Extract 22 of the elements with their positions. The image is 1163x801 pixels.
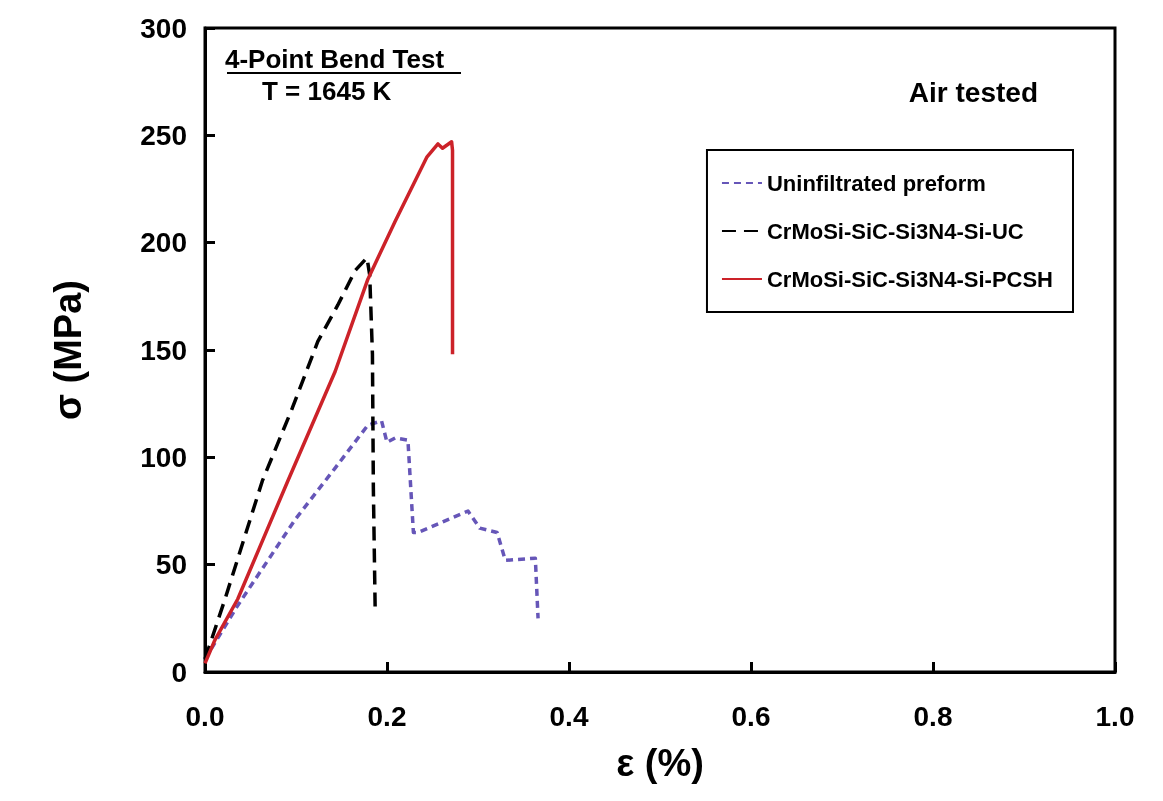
x-axis-title: ε (%) <box>616 742 704 784</box>
x-tick-label: 0.4 <box>549 700 589 732</box>
legend-label: Uninfiltrated preform <box>766 170 986 196</box>
x-tick-label: 0.2 <box>367 700 407 732</box>
y-tick-label: 0 <box>171 656 187 688</box>
x-tick-label: 0.6 <box>731 700 771 732</box>
y-tick-label: 200 <box>140 227 187 259</box>
annotation: T = 1645 K <box>262 76 392 106</box>
y-tick-label: 300 <box>140 12 187 44</box>
legend-label: CrMoSi-SiC-Si3N4-Si-UC <box>766 218 1024 244</box>
annotation: 4-Point Bend Test <box>225 44 445 74</box>
y-tick-label: 150 <box>140 334 187 366</box>
y-tick-label: 250 <box>140 119 187 151</box>
annotation: Air tested <box>908 76 1039 108</box>
y-tick-label: 100 <box>140 441 187 473</box>
x-tick-label: 1.0 <box>1095 700 1135 732</box>
x-tick-label: 0.0 <box>185 700 225 732</box>
x-tick-label: 0.8 <box>913 700 953 732</box>
y-tick-label: 50 <box>155 549 187 581</box>
line-series <box>203 140 455 666</box>
legend-label: CrMoSi-SiC-Si3N4-Si-PCSH <box>766 266 1054 292</box>
y-axis-title: σ (MPa) <box>47 280 89 420</box>
